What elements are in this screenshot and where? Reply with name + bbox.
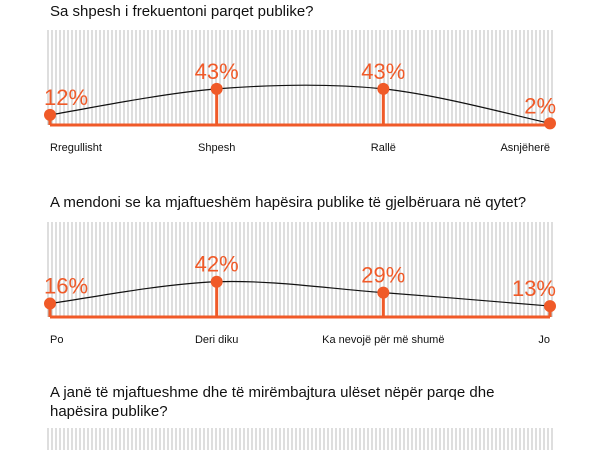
category-label: Rallë	[371, 142, 396, 154]
chart: 12% Rregullisht 43% Shpesh 43% Rallë 2% Asnjëhe…	[44, 30, 556, 154]
chart	[47, 428, 553, 450]
point	[44, 108, 56, 121]
category-label: Jo	[538, 334, 550, 346]
category-label: Deri diku	[195, 334, 238, 346]
question-title: A janë të mjaftueshme dhe të mirëmbajtur…	[50, 384, 495, 420]
value-label: 29%	[361, 263, 405, 288]
point	[544, 300, 556, 313]
category-label: Po	[50, 334, 63, 346]
value-label: 42%	[195, 252, 239, 277]
category-label: Asnjëherë	[500, 142, 550, 154]
point	[377, 82, 390, 95]
value-label: 43%	[361, 59, 405, 84]
question-title: Sa shpesh i frekuentoni parqet publike?	[50, 3, 314, 20]
question-title: A mendoni se ka mjaftueshëm hapësira pub…	[50, 194, 527, 211]
value-label: 13%	[512, 276, 556, 301]
point	[377, 286, 390, 299]
line	[49, 280, 551, 307]
point	[210, 275, 223, 288]
line	[49, 84, 551, 124]
category-label: Ka nevojë për më shumë	[322, 334, 444, 346]
value-label: 2%	[524, 93, 556, 118]
category-label: Shpesh	[198, 142, 235, 154]
value-label: 12%	[44, 85, 88, 110]
point	[544, 117, 556, 130]
value-label: 16%	[44, 274, 88, 299]
chart: 16% Po 42% Deri diku 29% Ka nevojë për më shu…	[44, 222, 556, 346]
point	[44, 297, 56, 310]
value-label: 43%	[195, 59, 239, 84]
category-label: Rregullisht	[50, 142, 102, 154]
point	[210, 82, 223, 95]
